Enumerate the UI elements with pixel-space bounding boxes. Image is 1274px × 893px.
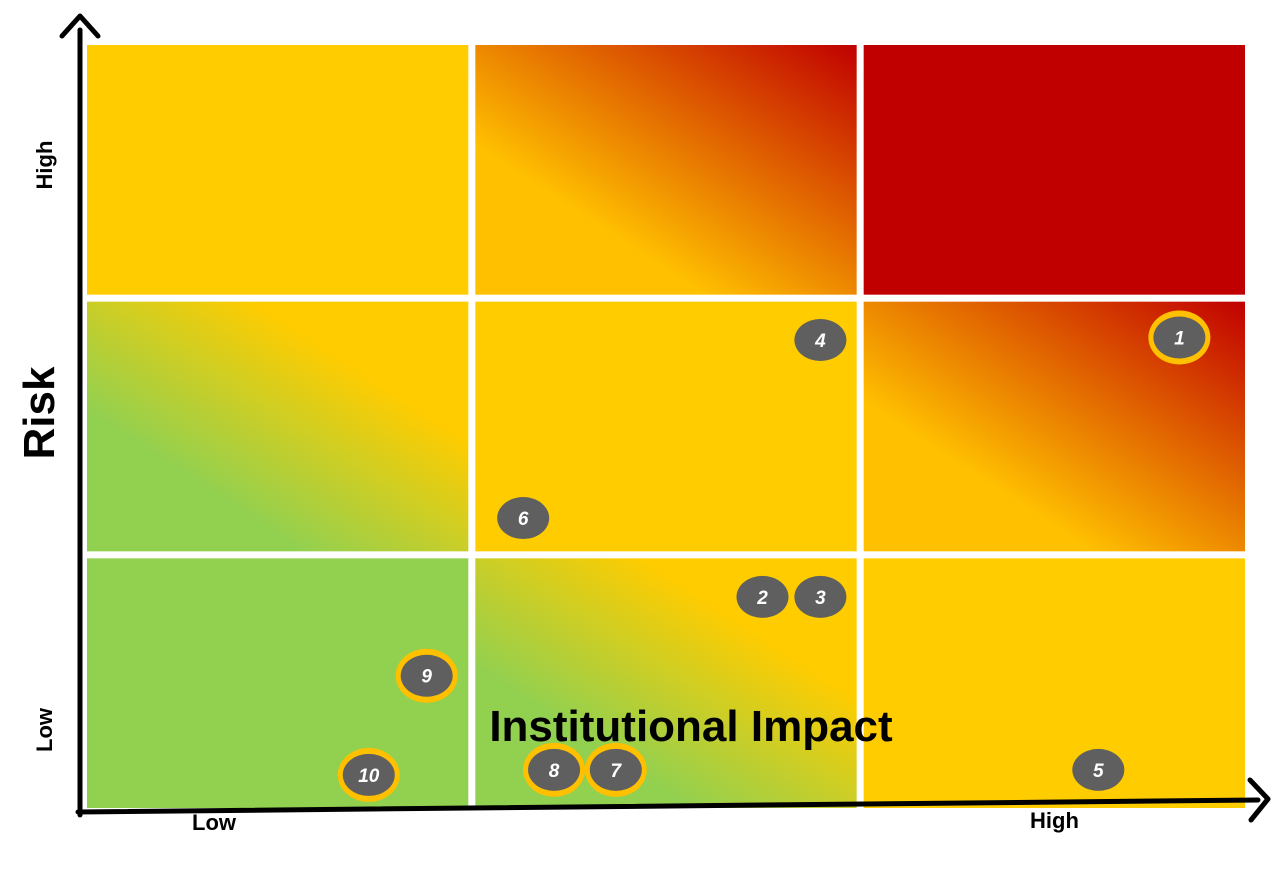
point-marker (1072, 748, 1125, 791)
point-label: 6 (518, 509, 529, 530)
point-label: 7 (611, 761, 623, 782)
point-marker (1153, 316, 1206, 359)
point-marker (342, 753, 395, 796)
x-axis-low-label: Low (192, 810, 236, 835)
point-3: 3 (794, 575, 847, 618)
point-7: 7 (584, 742, 647, 797)
point-label: 5 (1093, 761, 1104, 782)
x-axis-title: Institutional Impact (489, 702, 893, 751)
point-label: 4 (814, 331, 826, 352)
y-axis-high-label: High (32, 140, 57, 190)
zone-r2-c1 (475, 45, 857, 295)
x-axis-arrow-icon (1247, 777, 1271, 823)
points-layer: 1 2 3 4 5 6 7 8 9 10 (337, 310, 1211, 802)
point-marker (794, 575, 847, 618)
point-label: 3 (815, 588, 826, 609)
point-marker (736, 575, 789, 618)
point-marker (497, 497, 550, 540)
point-marker (528, 748, 581, 791)
point-label: 2 (756, 588, 768, 609)
point-marker (794, 319, 847, 362)
point-8: 8 (523, 742, 586, 797)
axes-layer (59, 13, 1271, 823)
zone-r2-c2 (863, 45, 1245, 295)
y-axis-title: Risk (15, 366, 64, 460)
point-marker (400, 654, 453, 697)
zone-r2-c0 (87, 45, 469, 295)
point-2: 2 (736, 575, 789, 618)
point-9: 9 (395, 648, 458, 703)
point-4: 4 (794, 319, 847, 362)
point-label: 1 (1174, 328, 1185, 349)
y-axis-arrow-icon (59, 13, 101, 39)
point-5: 5 (1072, 748, 1125, 791)
zones-layer (87, 45, 1245, 808)
point-1: 1 (1148, 310, 1211, 365)
point-marker (589, 748, 642, 791)
point-label: 9 (421, 667, 432, 688)
point-label: 10 (358, 766, 380, 787)
point-label: 8 (549, 761, 560, 782)
x-axis-line (75, 797, 1261, 815)
point-10: 10 (337, 747, 400, 802)
zone-r1-c0 (87, 301, 469, 552)
point-6: 6 (497, 497, 550, 540)
y-axis-low-label: Low (32, 708, 57, 752)
zone-r0-c2 (863, 558, 1245, 808)
x-axis-high-label: High (1030, 808, 1079, 833)
